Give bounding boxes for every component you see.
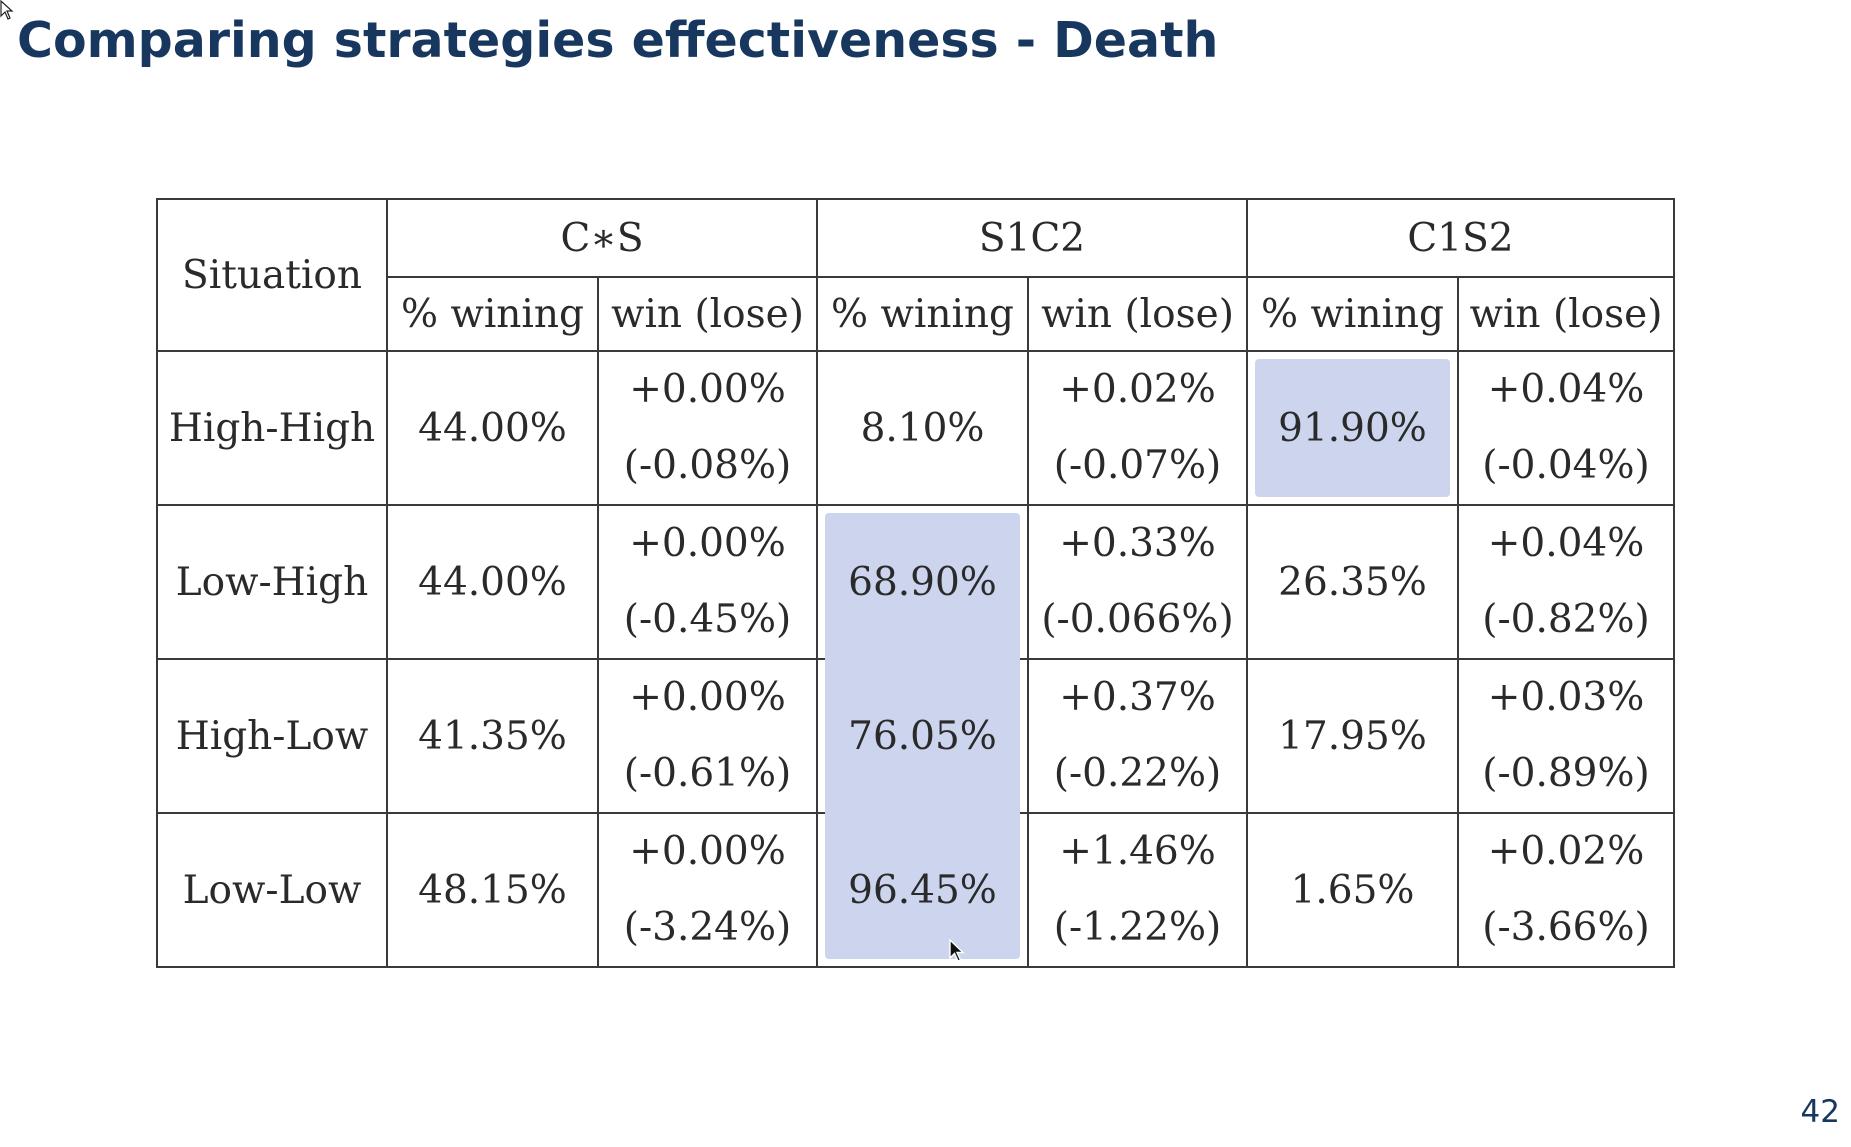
- table-row: Low-High 44.00% +0.00% (-0.45%) 68.90% +0…: [158, 506, 1676, 660]
- cs-winlose-cell: +0.00% (-0.45%): [599, 506, 819, 660]
- c1s2-pct-cell: 17.95%: [1248, 660, 1460, 814]
- cs-pct-cell: 41.35%: [388, 660, 599, 814]
- subheader-cs-pct: % wining: [388, 278, 599, 352]
- c1s2-pct-cell: 26.35%: [1248, 506, 1460, 660]
- mouse-cursor-icon: [0, 0, 14, 20]
- situation-cell: High-Low: [158, 660, 388, 814]
- s1c2-pct-cell-highlighted: 76.05%: [818, 660, 1030, 814]
- c1s2-winlose-cell: +0.04% (-0.04%): [1459, 352, 1676, 506]
- results-table: Situation C∗S S1C2 C1S2 % wining win (lo…: [156, 198, 1676, 968]
- table-row: Low-Low 48.15% +0.00% (-3.24%) 96.45% +1.…: [158, 814, 1676, 968]
- subheader-s1c2-pct: % wining: [818, 278, 1030, 352]
- c1s2-winlose-cell: +0.03% (-0.89%): [1459, 660, 1676, 814]
- group-header-c1s2: C1S2: [1248, 200, 1676, 278]
- c1s2-winlose-cell: +0.04% (-0.82%): [1459, 506, 1676, 660]
- situation-cell: Low-Low: [158, 814, 388, 968]
- c1s2-pct-cell-highlighted: 91.90%: [1248, 352, 1460, 506]
- header-row-groups: Situation C∗S S1C2 C1S2: [158, 200, 1676, 352]
- cs-pct-cell: 44.00%: [388, 352, 599, 506]
- cs-pct-cell: 44.00%: [388, 506, 599, 660]
- s1c2-winlose-cell: +0.02% (-0.07%): [1029, 352, 1249, 506]
- s1c2-winlose-cell: +1.46% (-1.22%): [1029, 814, 1249, 968]
- cs-pct-cell: 48.15%: [388, 814, 599, 968]
- situation-header: Situation: [158, 200, 388, 352]
- situation-cell: High-High: [158, 352, 388, 506]
- cs-winlose-cell: +0.00% (-3.24%): [599, 814, 819, 968]
- c1s2-winlose-cell: +0.02% (-3.66%): [1459, 814, 1676, 968]
- subheader-cs-win: win (lose): [599, 278, 819, 352]
- group-header-cs: C∗S: [388, 200, 819, 278]
- cs-winlose-cell: +0.00% (-0.08%): [599, 352, 819, 506]
- page-number: 42: [1800, 1094, 1840, 1130]
- slide-title: Comparing strategies effectiveness - Dea…: [17, 12, 1219, 69]
- group-header-s1c2: S1C2: [818, 200, 1249, 278]
- s1c2-pct-cell-highlighted: 96.45%: [818, 814, 1030, 968]
- mouse-cursor-icon: [949, 938, 965, 962]
- table-row: High-High 44.00% +0.00% (-0.08%) 8.10% +0…: [158, 352, 1676, 506]
- subheader-s1c2-win: win (lose): [1029, 278, 1249, 352]
- table-row: High-Low 41.35% +0.00% (-0.61%) 76.05% +0…: [158, 660, 1676, 814]
- subheader-c1s2-pct: % wining: [1248, 278, 1460, 352]
- header-row-subheaders: % wining win (lose) % wining win (lose) …: [158, 278, 1676, 352]
- situation-cell: Low-High: [158, 506, 388, 660]
- subheader-c1s2-win: win (lose): [1459, 278, 1676, 352]
- s1c2-pct-cell-highlighted: 68.90%: [818, 506, 1030, 660]
- c1s2-pct-cell: 1.65%: [1248, 814, 1460, 968]
- s1c2-pct-cell: 8.10%: [818, 352, 1030, 506]
- s1c2-winlose-cell: +0.33% (-0.066%): [1029, 506, 1249, 660]
- s1c2-winlose-cell: +0.37% (-0.22%): [1029, 660, 1249, 814]
- cs-winlose-cell: +0.00% (-0.61%): [599, 660, 819, 814]
